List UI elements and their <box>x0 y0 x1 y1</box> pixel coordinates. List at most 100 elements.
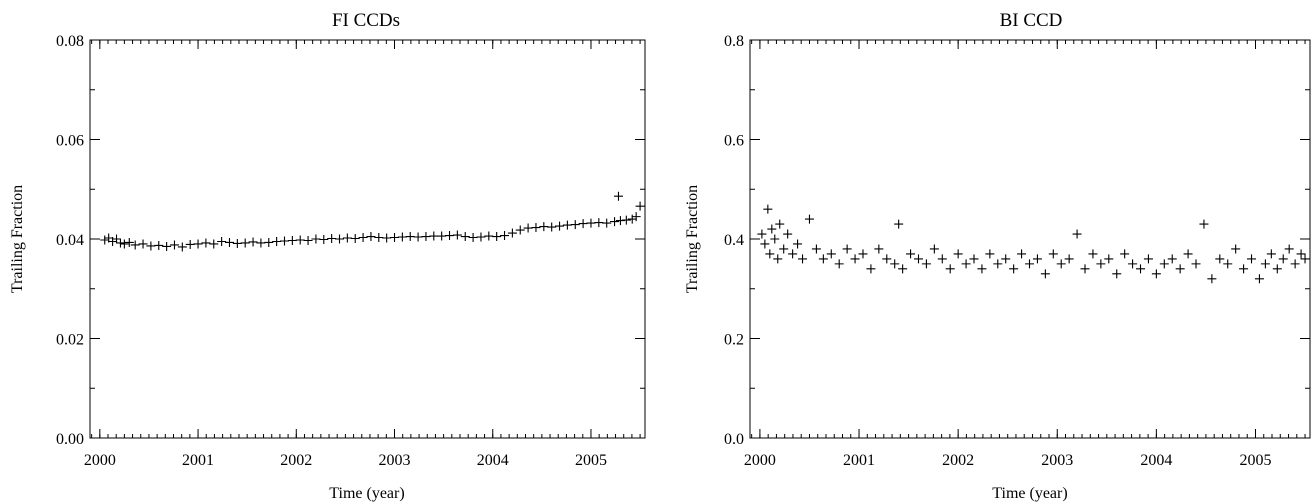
data-point <box>421 232 431 242</box>
data-point <box>913 254 923 264</box>
axis-ticks <box>750 39 1310 439</box>
axis-ticks <box>90 39 645 439</box>
data-point <box>492 232 502 242</box>
data-point <box>1239 264 1249 274</box>
x-tick-label: 2000 <box>744 452 776 469</box>
y-axis-label: Trailing Fraction <box>684 185 701 293</box>
data-point <box>1143 254 1153 264</box>
data-point <box>264 237 274 247</box>
data-point <box>1072 229 1082 239</box>
y-tick-label: 0.02 <box>56 332 84 349</box>
data-point <box>397 232 407 242</box>
y-axis-label: Trailing Fraction <box>9 185 26 293</box>
x-tick-label: 2002 <box>280 452 312 469</box>
y-tick-label: 0.00 <box>56 431 84 448</box>
data-point <box>217 236 227 246</box>
y-tick-labels: 0.0 0.2 0.4 0.6 0.8 <box>724 33 744 448</box>
data-point <box>1247 254 1257 264</box>
data-point <box>452 230 462 240</box>
x-tick-label: 2005 <box>575 452 607 469</box>
data-point <box>119 239 129 249</box>
data-point <box>842 244 852 254</box>
data-point <box>1300 254 1310 264</box>
data-point <box>961 259 971 269</box>
data-point <box>1260 259 1270 269</box>
data-point <box>327 234 337 244</box>
data-point <box>374 233 384 243</box>
data-point <box>631 212 641 222</box>
data-point <box>240 238 250 248</box>
data-point <box>1191 259 1201 269</box>
data-point <box>350 234 360 244</box>
data-point <box>507 228 517 238</box>
data-point <box>1290 259 1300 269</box>
data-point <box>272 236 282 246</box>
data-point <box>635 201 645 211</box>
y-tick-label: 0.6 <box>724 133 744 150</box>
data-point <box>413 232 423 242</box>
data-point <box>1112 269 1122 279</box>
chart-bi-ccd: BI CCD 2000 2001 2002 2003 2004 2005 0.00.20.… <box>684 10 1311 502</box>
data-point <box>287 235 297 245</box>
data-point <box>124 237 134 247</box>
x-tick-label: 2003 <box>379 452 411 469</box>
data-point <box>1064 254 1074 264</box>
data-point <box>767 224 777 234</box>
data-point <box>177 242 187 252</box>
data-point <box>945 264 955 274</box>
data-point <box>342 233 352 243</box>
data-point <box>818 254 828 264</box>
data-point <box>311 234 321 244</box>
data-point <box>1096 259 1106 269</box>
x-tick-label: 2001 <box>182 452 214 469</box>
data-point <box>1175 264 1185 274</box>
data-point <box>1278 254 1288 264</box>
data-point <box>539 222 549 232</box>
data-point <box>977 264 987 274</box>
data-point <box>256 238 266 248</box>
x-tick-label: 2001 <box>843 452 875 469</box>
data-point <box>793 239 803 249</box>
data-point <box>1080 264 1090 274</box>
data-point <box>882 254 892 264</box>
plot-frame <box>89 39 646 439</box>
y-tick-label: 0.0 <box>724 431 744 448</box>
data-point <box>1215 254 1225 264</box>
x-axis-label: Time (year) <box>329 485 404 502</box>
x-tick-label: 2004 <box>477 452 509 469</box>
data-point <box>798 254 808 264</box>
data-point <box>1254 274 1264 284</box>
data-point <box>1088 249 1098 259</box>
data-point <box>1183 249 1193 259</box>
data-point <box>185 239 195 249</box>
data-point <box>224 237 234 247</box>
data-point <box>1223 259 1233 269</box>
data-point <box>811 244 821 254</box>
data-point <box>906 249 916 259</box>
data-point <box>138 239 148 249</box>
data-point <box>953 249 963 259</box>
data-point <box>613 191 623 201</box>
y-tick-labels: 0.00 0.02 0.04 0.06 0.08 <box>56 33 84 448</box>
x-axis-label: Time (year) <box>992 485 1067 502</box>
data-point <box>1159 259 1169 269</box>
y-tick-label: 0.06 <box>56 133 84 150</box>
data-point <box>1151 269 1161 279</box>
data-point <box>890 259 900 269</box>
data-point <box>1128 259 1138 269</box>
data-point <box>594 218 604 228</box>
data-point <box>130 240 140 250</box>
data-point <box>1231 244 1241 254</box>
data-point <box>476 232 486 242</box>
data-point <box>1266 249 1276 259</box>
y-tick-label: 0.2 <box>724 332 744 349</box>
data-point <box>985 249 995 259</box>
x-tick-label: 2005 <box>1239 452 1271 469</box>
data-point <box>1032 254 1042 264</box>
data-point <box>894 219 904 229</box>
data-point <box>788 249 798 259</box>
data-point <box>484 231 494 241</box>
data-point <box>779 244 789 254</box>
data-point <box>1048 249 1058 259</box>
data-point <box>515 225 525 235</box>
